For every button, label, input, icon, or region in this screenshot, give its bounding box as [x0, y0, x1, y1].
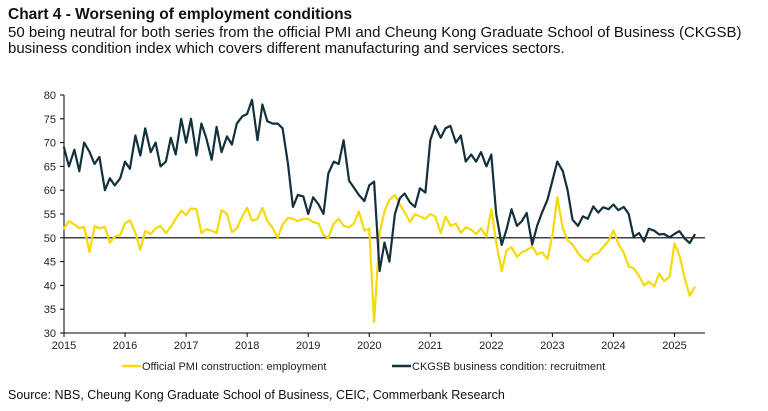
chart-title: Chart 4 - Worsening of employment condit… [8, 6, 353, 23]
y-tick-label: 70 [44, 138, 56, 150]
x-tick-label: 2019 [296, 340, 320, 352]
legend: Official PMI construction: employment CKG… [122, 361, 605, 373]
x-tick-label: 2017 [174, 340, 198, 352]
y-tick-label: 60 [44, 185, 56, 197]
x-tick-label: 2018 [235, 340, 259, 352]
y-tick-label: 35 [44, 304, 56, 316]
y-tick-label: 45 [44, 257, 56, 269]
y-tick-label: 30 [44, 328, 56, 340]
x-tick-label: 2023 [540, 340, 564, 352]
x-tick-label: 2020 [357, 340, 381, 352]
y-tick-label: 65 [44, 161, 56, 173]
x-tick-label: 2021 [418, 340, 442, 352]
x-tick-label: 2024 [601, 340, 625, 352]
x-tick-label: 2016 [113, 340, 137, 352]
y-tick-label: 40 [44, 280, 56, 292]
legend-item-pmi: Official PMI construction: employment [142, 361, 326, 373]
series-line-pmi-construction-employment [62, 193, 696, 324]
x-tick-label: 2025 [662, 340, 686, 352]
legend-item-ckgsb: CKGSB business condition: recruitment [412, 361, 605, 373]
y-tick-label: 50 [44, 233, 56, 245]
y-tick-label: 55 [44, 209, 56, 221]
chart-subtitle: 50 being neutral for both series from th… [8, 24, 742, 57]
y-tick-label: 75 [44, 114, 56, 126]
y-tick-label: 80 [44, 90, 56, 102]
source-note: Source: NBS, Cheung Kong Graduate School… [8, 388, 505, 402]
x-tick-label: 2015 [52, 340, 76, 352]
x-tick-label: 2022 [479, 340, 503, 352]
series-line-ckgsb-recruitment [62, 98, 696, 273]
series-group [62, 98, 696, 324]
axes: 30 35 40 45 50 55 60 65 70 75 80 2015 2016 2017 2018 20… [44, 90, 705, 352]
